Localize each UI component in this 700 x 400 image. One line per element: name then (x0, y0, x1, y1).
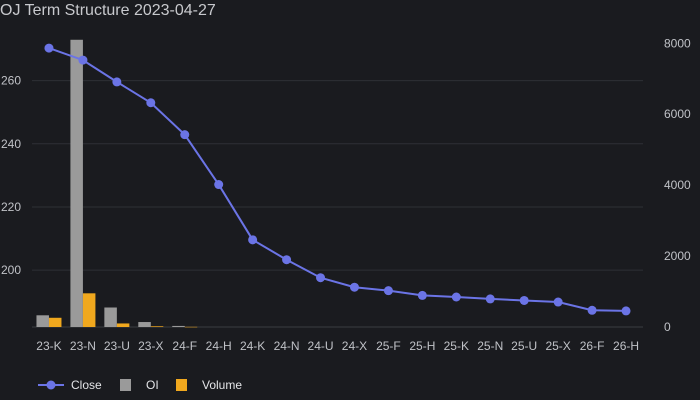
axis-layer: 200 220 240 260 0 2000 4000 6000 8000 23-K 23-N 23-… (1, 36, 691, 353)
x-tick-label: 23-U (104, 339, 130, 353)
y-left-tick-label: 220 (1, 200, 21, 214)
close-point (417, 290, 427, 300)
y-right-tick-label: 4000 (664, 178, 691, 192)
x-tick-label: 26-F (580, 339, 605, 353)
close-point (621, 306, 631, 316)
legend: Close OI Volume (38, 378, 242, 392)
close-point (383, 286, 393, 296)
volume-bar (82, 293, 96, 327)
close-point (146, 98, 156, 108)
close-point (553, 297, 563, 307)
x-tick-label: 24-F (172, 339, 197, 353)
x-tick-label: 24-N (274, 339, 300, 353)
chart-title: OJ Term Structure 2023-04-27 (0, 2, 216, 19)
y-right-tick-label: 0 (664, 320, 671, 334)
close-point (214, 180, 224, 190)
y-left-tick-label: 200 (1, 263, 21, 277)
x-tick-label: 25-H (409, 339, 435, 353)
legend-swatch-volume (176, 379, 187, 391)
x-tick-label: 25-X (545, 339, 570, 353)
grid-layer (32, 80, 643, 328)
close-point (485, 294, 495, 304)
close-point (282, 255, 292, 265)
volume-bar (48, 317, 62, 327)
y-left-tick-label: 260 (1, 74, 21, 88)
x-tick-label: 24-U (308, 339, 334, 353)
line-layer (44, 43, 631, 316)
oi-bar (104, 307, 117, 327)
legend-label-close: Close (71, 378, 102, 392)
legend-label-volume: Volume (202, 378, 242, 392)
close-point (112, 77, 122, 87)
x-tick-label: 26-H (613, 339, 639, 353)
close-line (48, 47, 627, 312)
close-point (587, 305, 597, 315)
legend-marker-close (46, 380, 56, 390)
close-point (519, 295, 529, 305)
x-tick-label: 24-H (206, 339, 232, 353)
x-tick-label: 24-X (342, 339, 367, 353)
close-point (44, 43, 54, 53)
close-point (78, 55, 88, 65)
bar-layer (36, 39, 198, 328)
oi-bar (70, 39, 83, 327)
volume-bar (116, 323, 130, 327)
oi-bar (172, 325, 185, 327)
close-point (316, 273, 326, 283)
y-left-tick-label: 240 (1, 137, 21, 151)
legend-swatch-oi (120, 379, 131, 391)
oi-bar (138, 322, 151, 327)
volume-bar (184, 326, 198, 328)
x-tick-label: 23-N (70, 339, 96, 353)
y-right-tick-label: 2000 (664, 249, 691, 263)
x-tick-label: 23-K (36, 339, 61, 353)
legend-label-oi: OI (146, 378, 159, 392)
y-right-tick-label: 6000 (664, 107, 691, 121)
x-tick-label: 25-K (444, 339, 469, 353)
x-tick-label: 25-F (376, 339, 401, 353)
volume-bar (150, 326, 164, 327)
x-tick-label: 24-K (240, 339, 265, 353)
x-tick-label: 25-N (477, 339, 503, 353)
close-point (180, 130, 190, 140)
close-point (248, 235, 258, 245)
y-right-tick-label: 8000 (664, 36, 691, 50)
x-tick-label: 25-U (511, 339, 537, 353)
close-point (451, 292, 461, 302)
oi-bar (36, 315, 49, 327)
close-point (349, 282, 359, 292)
x-tick-label: 23-X (138, 339, 163, 353)
